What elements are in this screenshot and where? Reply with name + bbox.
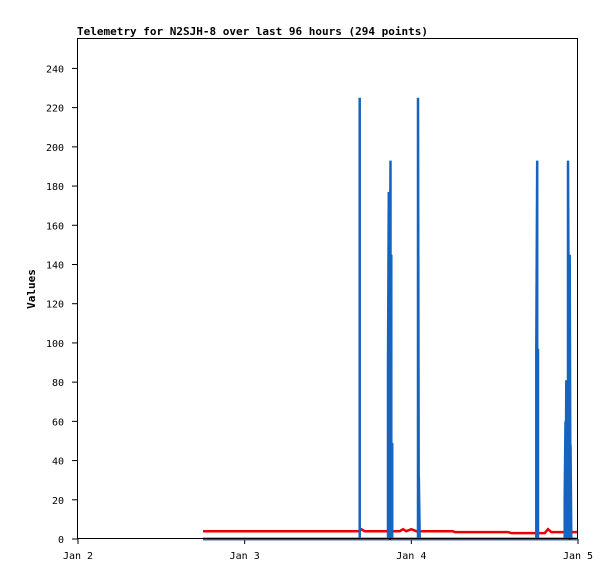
y-tick-label: 40 bbox=[52, 457, 64, 468]
y-axis-label: Values bbox=[25, 269, 38, 309]
y-tick-label: 100 bbox=[46, 339, 64, 350]
plot-frame bbox=[77, 38, 578, 539]
series-line-2 bbox=[203, 97, 578, 541]
x-tick-label: Jan 5 bbox=[563, 551, 593, 562]
y-tick-label: 0 bbox=[58, 535, 64, 546]
x-tick-label: Jan 2 bbox=[63, 551, 93, 562]
y-tick-label: 80 bbox=[52, 378, 64, 389]
y-tick-label: 240 bbox=[46, 64, 64, 75]
y-tick-label: 60 bbox=[52, 417, 64, 428]
series-layer bbox=[203, 97, 578, 541]
y-tick-label: 120 bbox=[46, 300, 64, 311]
y-tick-label: 140 bbox=[46, 260, 64, 271]
y-tick-label: 220 bbox=[46, 104, 64, 115]
y-tick-label: 200 bbox=[46, 143, 64, 154]
y-tick-label: 160 bbox=[46, 221, 64, 232]
y-tick-label: 20 bbox=[52, 496, 64, 507]
x-tick-label: Jan 3 bbox=[230, 551, 260, 562]
x-tick-label: Jan 4 bbox=[396, 551, 426, 562]
y-tick-label: 180 bbox=[46, 182, 64, 193]
chart-title: Telemetry for N2SJH-8 over last 96 hours… bbox=[77, 25, 428, 38]
y-axis: 0 20 40 60 80 100 120 140 160 180 200 220 240 bbox=[46, 64, 78, 546]
x-axis: Jan 2 Jan 3 Jan 4 Jan 5 bbox=[63, 539, 593, 562]
